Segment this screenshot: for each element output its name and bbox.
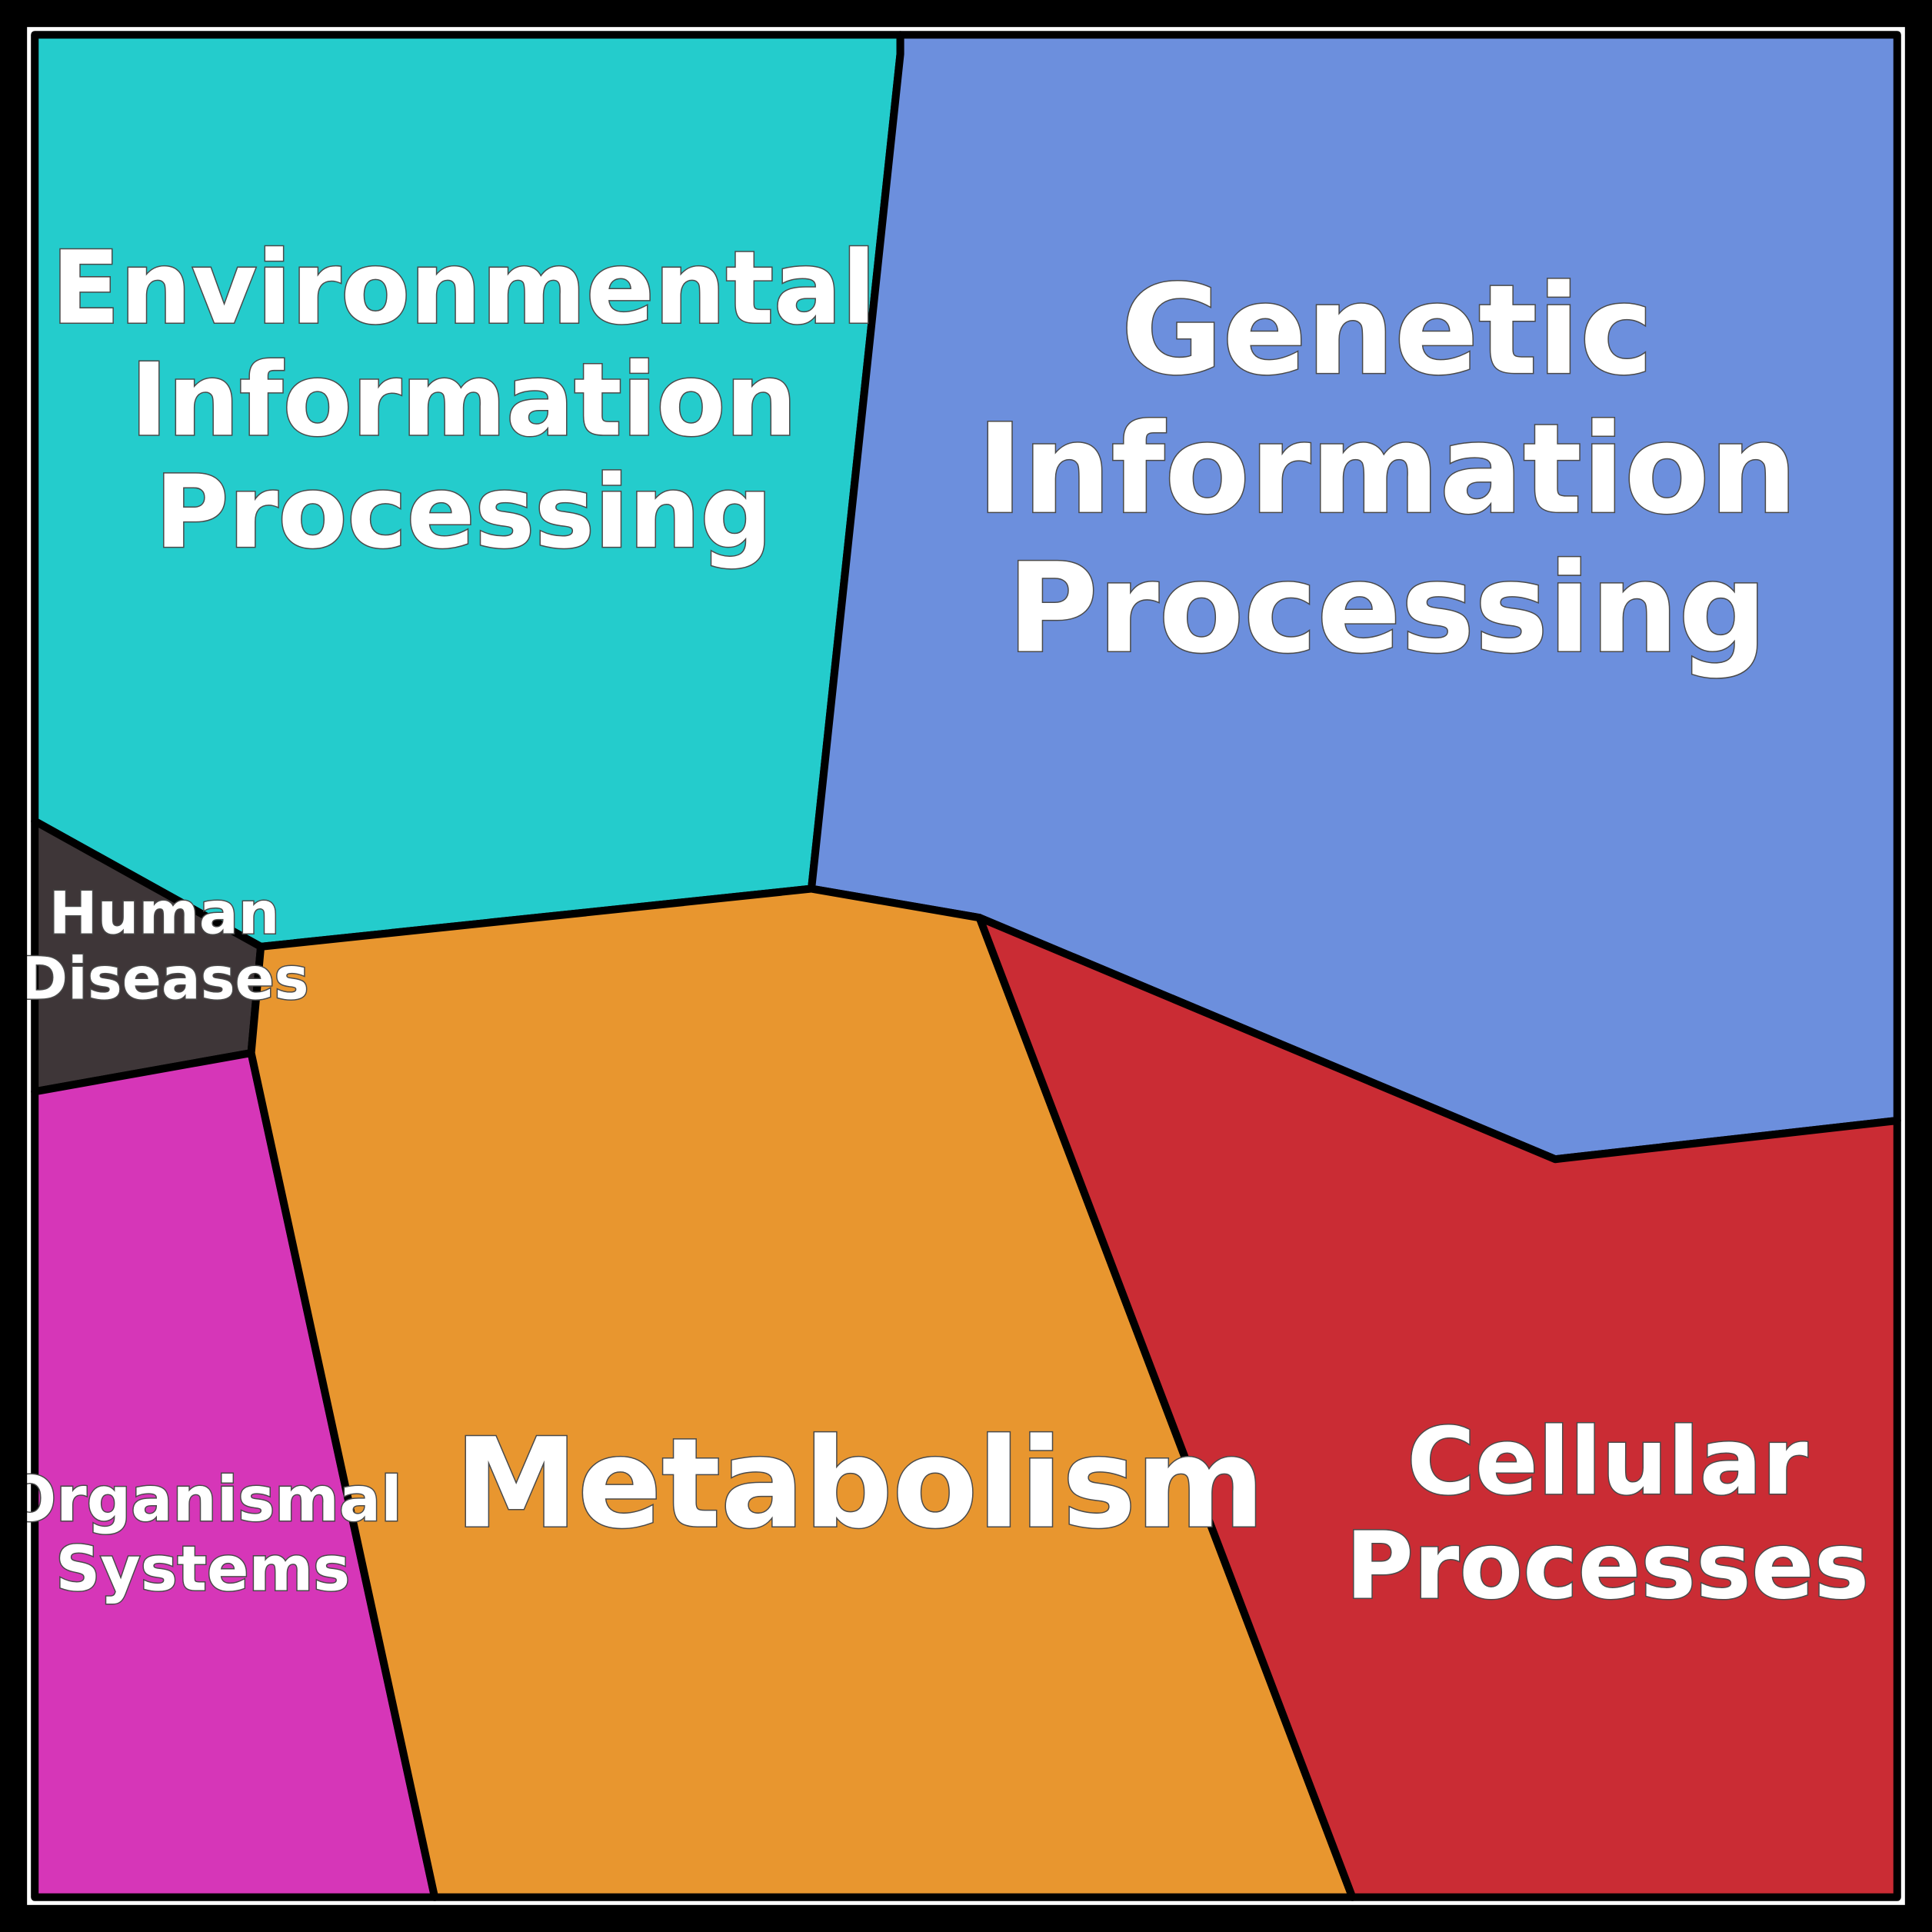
label-env-info-line-2: Processing — [155, 454, 773, 571]
label-genetic-info-line-0: Genetic — [1121, 258, 1654, 402]
label-human-diseases-line-0: Human — [49, 879, 280, 947]
label-metabolism-line-0: Metabolism — [455, 1411, 1264, 1555]
label-metabolism: Metabolism — [455, 1411, 1264, 1555]
label-cellular-processes: CellularProcesses — [1346, 1408, 1870, 1621]
label-genetic-info-line-1: Information — [977, 398, 1797, 541]
label-human-diseases-line-1: Diseases — [20, 945, 309, 1013]
label-human-diseases: HumanDiseases — [20, 879, 309, 1012]
label-env-info: EnvironmentalInformationProcessing — [52, 230, 876, 571]
label-cellular-processes-line-0: Cellular — [1407, 1408, 1808, 1516]
label-organismal-systems-line-1: Systems — [55, 1532, 350, 1604]
label-organismal-systems-line-0: Organismal — [4, 1463, 402, 1535]
label-cellular-processes-line-1: Processes — [1346, 1512, 1870, 1620]
voronoi-treemap: EnvironmentalInformationProcessingGeneti… — [0, 0, 1932, 1932]
label-env-info-line-0: Environmental — [52, 230, 876, 347]
label-organismal-systems: OrganismalSystems — [4, 1463, 402, 1604]
label-genetic-info-line-2: Processing — [1008, 537, 1767, 681]
label-env-info-line-1: Information — [131, 341, 798, 458]
